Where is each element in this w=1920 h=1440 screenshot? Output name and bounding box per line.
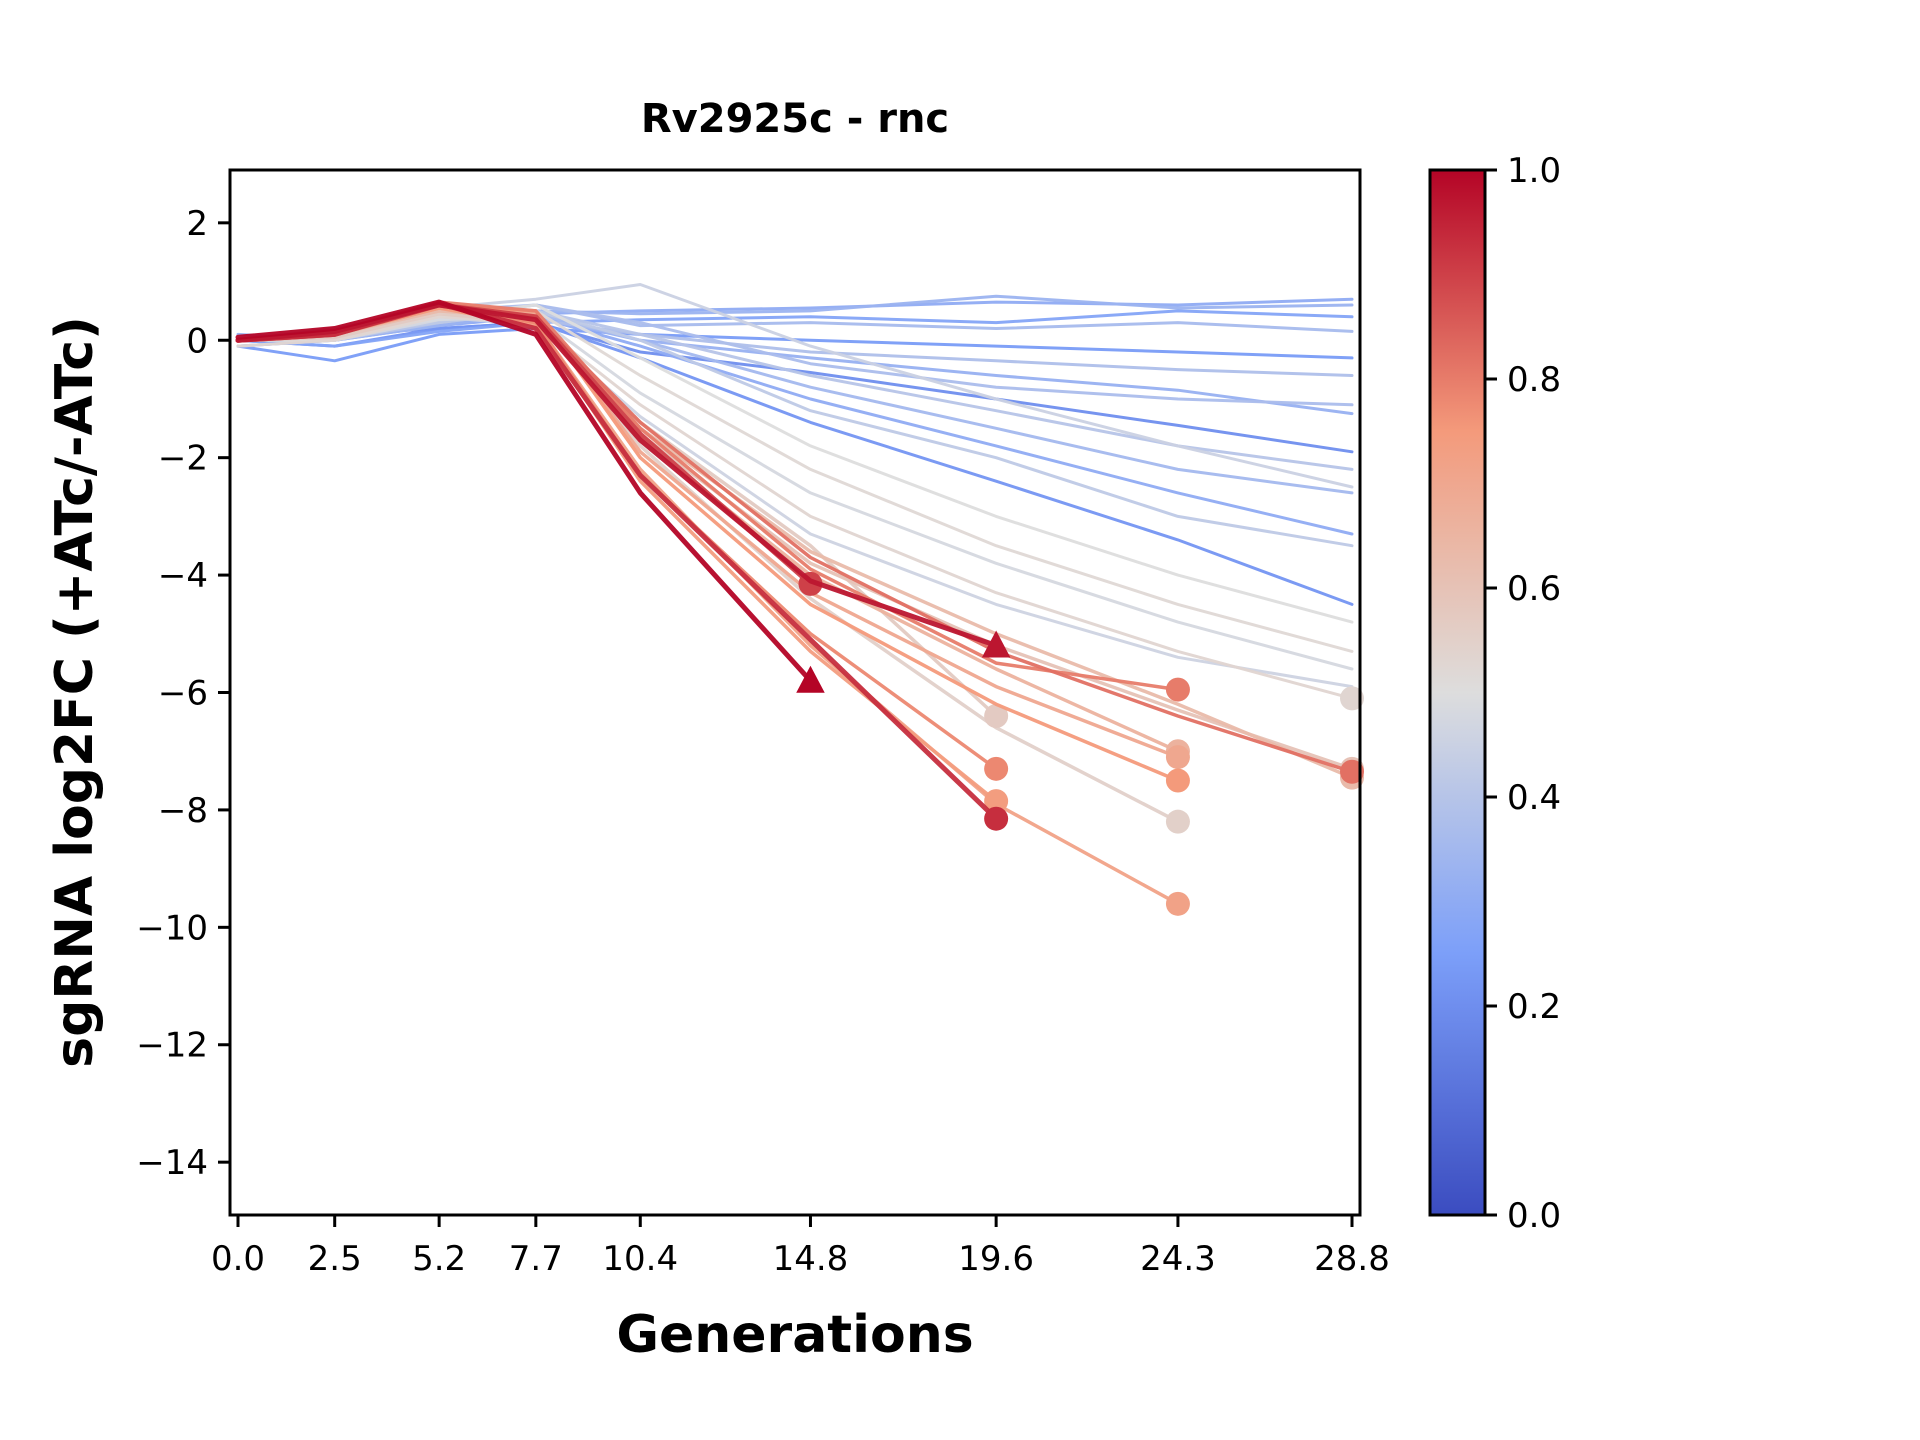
series-end-circle-marker: [1340, 686, 1364, 711]
series-end-triangle-marker: [796, 665, 825, 693]
series-end-circle-marker: [984, 703, 1009, 728]
chart-title: Rv2925c - rnc: [641, 96, 949, 142]
series-end-circle-marker: [1165, 677, 1190, 702]
colorbar-tick-label: 0.4: [1507, 778, 1561, 818]
series-line: [236, 309, 1354, 348]
y-tick-label: −14: [136, 1143, 208, 1183]
y-tick-label: −12: [136, 1026, 208, 1066]
colorbar-gradient: [1430, 170, 1485, 1215]
y-tick-label: −2: [158, 439, 208, 479]
series-line: [236, 315, 1354, 700]
series-line: [235, 301, 999, 822]
x-tick-label: 7.7: [509, 1239, 563, 1279]
colorbar-border: [1428, 168, 1487, 1217]
colorbar-tick-label: 0.2: [1507, 987, 1561, 1027]
series-line: [235, 299, 813, 684]
x-tick-label: 28.8: [1314, 1239, 1390, 1279]
y-tick-label: −4: [158, 556, 208, 596]
y-tick-label: −8: [158, 791, 208, 831]
x-tick-label: 24.3: [1140, 1239, 1216, 1279]
series-end-circle-marker: [984, 806, 1009, 831]
x-tick-label: 2.5: [308, 1239, 362, 1279]
plot-area: 0.0 2.5 5.2 7.7 10.4 14.8 19.6 24.3 28.8 2 0 −2 −4 −6…: [136, 151, 1561, 1279]
x-tick-label: 0.0: [211, 1239, 265, 1279]
x-tick-label: 10.4: [602, 1239, 678, 1279]
colorbar-tick-label: 1.0: [1507, 151, 1561, 191]
y-tick-label: −6: [158, 674, 208, 714]
series-end-circle-marker: [1340, 759, 1364, 784]
series-end-circle-marker: [984, 789, 1009, 814]
y-axis-label: sgRNA log2FC (+ATc/-ATc): [45, 316, 105, 1068]
series-end-triangle-marker: [981, 630, 1011, 658]
colorbar-tick-label: 0.8: [1507, 360, 1561, 400]
series-end-circle-marker: [984, 756, 1009, 781]
colorbar-tick-label: 0.0: [1507, 1196, 1561, 1236]
series-end-circle-marker: [1165, 745, 1190, 770]
x-tick-label: 19.6: [958, 1239, 1034, 1279]
series-end-circle-marker: [1165, 891, 1190, 916]
y-tick-label: 0: [186, 321, 208, 361]
y-tick-label: 2: [186, 204, 208, 244]
colorbar-tick-label: 0.6: [1507, 569, 1561, 609]
x-axis-label: Generations: [616, 1305, 973, 1365]
x-tick-label: 5.2: [412, 1239, 466, 1279]
series-end-circle-marker: [1165, 809, 1190, 834]
y-tick-label: −10: [136, 908, 208, 948]
series-end-circle-marker: [1165, 768, 1190, 793]
series-line: [235, 302, 999, 648]
x-tick-label: 14.8: [773, 1239, 849, 1279]
